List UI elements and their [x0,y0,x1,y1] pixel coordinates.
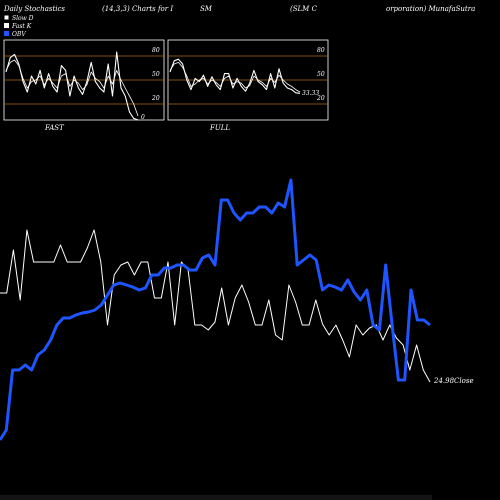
legend-swatch-obv [4,31,9,36]
legend-label-fast-k: Fast K [11,23,32,30]
full-panel-label: FULL [209,124,230,132]
header-company-cont: orporation) MunafaSutra [386,5,475,13]
header-title: Daily Stochastics [3,5,65,13]
legend: Slow D Fast K OBV [3,14,34,38]
full-panel: 80 50 20 33.33 FULL [167,39,329,132]
fast-end-value: 0 [141,114,145,121]
obv-line [0,178,431,441]
header-symbol: SM [200,5,213,13]
main-panel [0,178,431,441]
legend-label-slow-d: Slow D [12,15,34,22]
close-suffix: Close [454,377,474,385]
legend-swatch-fast-k [4,23,9,28]
fast-panel: 80 50 20 0 FAST [3,39,165,132]
full-tick-20: 20 [316,95,325,102]
full-tick-80: 80 [317,47,325,54]
fast-tick-80: 80 [152,47,160,54]
fast-fast-k-line [5,51,139,121]
full-tick-50: 50 [317,71,325,78]
full-end-value: 33.33 [302,90,319,97]
header-company: (SLM C [290,5,318,13]
close-value: 24.98Close [433,377,474,385]
fast-tick-50: 50 [152,71,160,78]
full-fast-k-line [169,58,301,94]
fast-tick-20: 20 [151,95,160,102]
price-line [0,229,431,383]
bottom-strip [0,495,432,500]
legend-label-obv: OBV [12,31,26,38]
close-number: 24.98 [433,377,455,385]
legend-swatch-slow-d [3,14,10,21]
fast-panel-label: FAST [44,124,65,132]
fast-slow-d-line [5,59,139,117]
header-params: (14,3,3) Charts for I [102,5,173,13]
